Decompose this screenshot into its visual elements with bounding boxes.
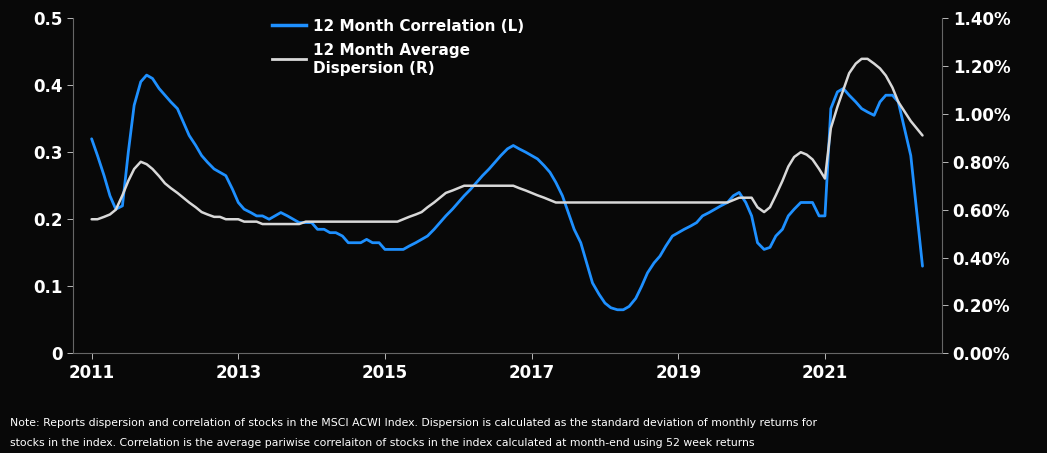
Text: Note: Reports dispersion and correlation of stocks in the MSCI ACWI Index. Dispe: Note: Reports dispersion and correlation… [10,418,818,428]
Text: stocks in the index. Correlation is the average pariwise correlaiton of stocks i: stocks in the index. Correlation is the … [10,439,755,448]
Legend: 12 Month Correlation (L), 12 Month Average
Dispersion (R): 12 Month Correlation (L), 12 Month Avera… [272,19,525,76]
